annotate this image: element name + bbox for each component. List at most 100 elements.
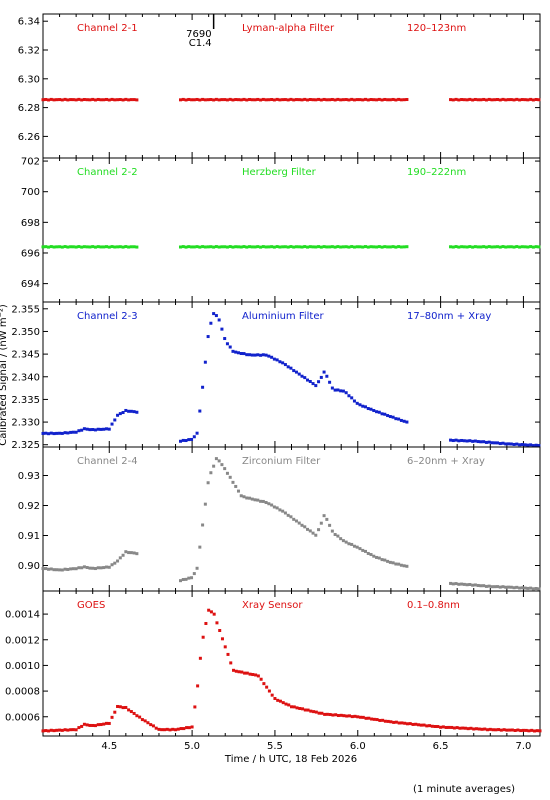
data-point: [82, 98, 86, 102]
data-point: [289, 366, 293, 370]
data-point: [336, 97, 340, 101]
data-point: [226, 652, 230, 656]
data-point: [52, 432, 56, 436]
y-tick-label: 6.30: [18, 74, 40, 85]
data-point: [345, 714, 349, 718]
data-point: [521, 728, 525, 732]
data-point: [286, 365, 290, 369]
data-point: [206, 245, 210, 249]
data-point: [99, 245, 103, 249]
data-point: [529, 443, 533, 447]
data-point: [377, 97, 381, 101]
data-point: [239, 98, 243, 102]
data-point: [47, 729, 51, 733]
data-point: [212, 464, 216, 468]
data-point: [405, 245, 409, 249]
data-point: [414, 722, 418, 726]
data-point: [278, 98, 282, 102]
data-point: [465, 439, 469, 443]
data-point: [110, 245, 114, 249]
data-point: [278, 508, 282, 512]
data-point: [96, 566, 100, 570]
data-point: [267, 502, 271, 506]
data-point: [508, 728, 512, 732]
data-point: [251, 673, 255, 677]
data-point: [124, 550, 128, 554]
data-point: [320, 711, 324, 715]
data-point: [195, 97, 199, 101]
data-point: [295, 706, 299, 710]
data-point: [430, 724, 434, 728]
data-point: [135, 714, 139, 718]
data-point: [151, 724, 155, 728]
data-point: [223, 98, 227, 102]
data-point: [253, 353, 257, 357]
data-point: [347, 98, 351, 102]
data-point: [361, 548, 365, 552]
data-point: [275, 506, 279, 510]
data-point: [341, 98, 345, 102]
data-point: [471, 245, 475, 249]
data-point: [80, 724, 84, 728]
data-point: [484, 584, 488, 588]
data-point: [231, 245, 235, 249]
data-point: [146, 721, 150, 725]
data-point: [370, 717, 374, 721]
data-point: [322, 370, 326, 374]
flare-marker-class: C1.4: [189, 38, 212, 49]
data-point: [276, 698, 280, 702]
data-point: [217, 245, 221, 249]
data-point: [55, 568, 59, 572]
data-point: [292, 369, 296, 373]
data-point: [232, 668, 236, 672]
data-point: [41, 98, 45, 102]
data-point: [270, 693, 274, 697]
data-point: [476, 440, 480, 444]
data-point: [298, 706, 302, 710]
data-point: [512, 442, 516, 446]
data-point: [294, 245, 298, 249]
data-point: [245, 496, 249, 500]
y-tick-label: 0.93: [18, 471, 40, 482]
data-point: [113, 710, 117, 714]
data-point: [88, 245, 92, 249]
data-point: [242, 245, 246, 249]
data-point: [267, 689, 271, 693]
data-point: [272, 245, 276, 249]
data-point: [272, 357, 276, 361]
data-point: [322, 245, 326, 249]
data-point: [369, 553, 373, 557]
panel-4: 0.90 0.91 0.92 0.93 Channel 2-4 Zirconium Fil…: [18, 446, 541, 592]
data-point: [380, 558, 384, 562]
data-point: [289, 97, 293, 101]
data-point: [132, 98, 136, 102]
data-point: [509, 98, 513, 102]
data-point: [63, 728, 67, 732]
data-point: [107, 427, 111, 431]
data-point: [281, 361, 285, 365]
data-point: [300, 245, 304, 249]
data-point: [314, 533, 318, 537]
data-point: [41, 431, 45, 435]
data-point: [124, 705, 128, 709]
data-point: [341, 539, 345, 543]
data-point: [228, 97, 232, 101]
data-point: [473, 439, 477, 443]
data-point: [308, 97, 312, 101]
y-tick-label: 6.26: [18, 132, 40, 143]
panel-filter-label: Zirconium Filter: [242, 456, 321, 467]
panel-filter-label: Lyman-alpha Filter: [242, 23, 335, 34]
data-point: [253, 98, 257, 102]
data-point: [452, 726, 456, 730]
data-point: [259, 499, 263, 503]
data-point: [363, 405, 367, 409]
data-point: [483, 727, 487, 731]
data-point: [60, 245, 64, 249]
data-point: [273, 697, 277, 701]
x-axis-label: Time / h UTC, 18 Feb 2026: [224, 754, 357, 765]
data-point: [102, 722, 106, 726]
data-point: [306, 245, 310, 249]
data-point: [206, 98, 210, 102]
data-point: [236, 98, 240, 102]
data-point: [113, 418, 117, 422]
